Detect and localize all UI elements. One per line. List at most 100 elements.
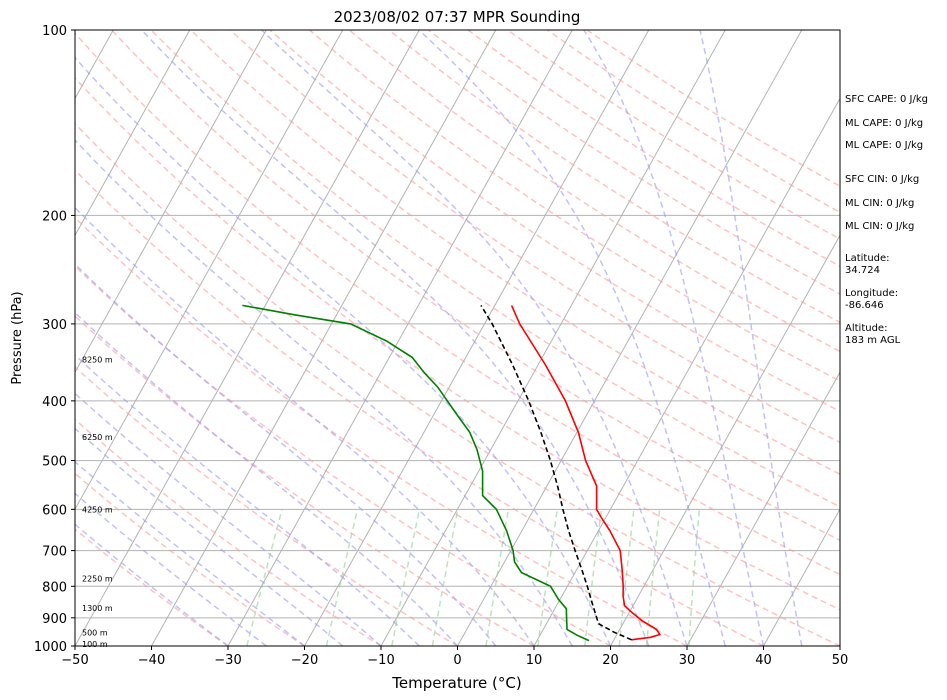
moist-adiabat-line bbox=[418, 30, 727, 646]
ml-cape-text-2: ML CAPE: 0 J/kg bbox=[845, 140, 923, 151]
isotherm-line bbox=[75, 30, 344, 511]
x-axis-label: Temperature (°C) bbox=[391, 674, 521, 692]
x-tick-label: −40 bbox=[138, 653, 165, 668]
dry-adiabat-line bbox=[75, 216, 688, 646]
chart-title: 2023/08/02 07:37 MPR Sounding bbox=[334, 8, 581, 26]
dry-adiabat-line bbox=[75, 528, 229, 646]
dry-adiabat-line bbox=[75, 314, 535, 646]
height-label: 4250 m bbox=[82, 505, 113, 514]
isotherm-line bbox=[75, 30, 420, 646]
mixing-ratio-line bbox=[537, 509, 559, 646]
y-tick-label: 200 bbox=[42, 209, 67, 224]
ml-cape-text: ML CAPE: 0 J/kg bbox=[845, 118, 923, 129]
isotherm-line bbox=[75, 30, 191, 237]
dry-adiabat-line bbox=[269, 30, 840, 413]
longitude-value: -86.646 bbox=[845, 300, 884, 311]
x-axis-ticks: −50 −40 −30 −20 −10 0 10 20 30 40 50 bbox=[61, 646, 848, 668]
isotherm-line bbox=[380, 30, 726, 646]
ml-cin-text-2: ML CIN: 0 J/kg bbox=[845, 221, 914, 232]
isotherm-line bbox=[227, 30, 573, 646]
height-label: 2250 m bbox=[82, 574, 113, 583]
mixing-ratio-line bbox=[485, 509, 510, 646]
height-labels: 100 m 500 m 1300 m 2250 m 4250 m 6250 m 8250 m bbox=[82, 356, 113, 649]
info-panel: SFC CAPE: 0 J/kg ML CAPE: 0 J/kg ML CAPE… bbox=[845, 94, 928, 346]
y-tick-label: 900 bbox=[42, 612, 67, 627]
y-tick-label: 500 bbox=[42, 455, 67, 470]
y-tick-label: 100 bbox=[42, 24, 67, 39]
moist-adiabat-line bbox=[260, 30, 688, 646]
moist-adiabat-line bbox=[75, 56, 612, 646]
mixing-ratio-line bbox=[391, 509, 421, 646]
latitude-value: 34.724 bbox=[845, 265, 880, 276]
moist-adiabat-line bbox=[699, 30, 803, 646]
moist-adiabat-line bbox=[583, 30, 765, 646]
x-tick-label: 10 bbox=[526, 653, 543, 668]
moist-adiabat-line bbox=[75, 492, 267, 646]
y-tick-label: 800 bbox=[42, 580, 67, 595]
dry-adiabat-line bbox=[75, 365, 458, 646]
altitude-value: 183 m AGL bbox=[845, 335, 901, 346]
height-label: 6250 m bbox=[82, 433, 113, 442]
background-lines bbox=[75, 30, 840, 646]
height-label: 1300 m bbox=[82, 604, 113, 613]
dry-adiabat-line bbox=[75, 77, 840, 611]
y-axis-label: Pressure (hPa) bbox=[10, 291, 25, 384]
isotherm-line bbox=[533, 97, 840, 646]
y-tick-label: 700 bbox=[42, 545, 67, 560]
x-tick-label: 0 bbox=[453, 653, 461, 668]
height-label: 500 m bbox=[82, 628, 108, 637]
profile-lines bbox=[242, 304, 662, 642]
y-tick-label: 600 bbox=[42, 503, 67, 518]
moist-adiabat-line bbox=[75, 311, 459, 646]
isotherm-line bbox=[686, 371, 840, 646]
dry-adiabat-line bbox=[75, 122, 840, 646]
latitude-label: Latitude: bbox=[845, 253, 890, 264]
moist-adiabat-line bbox=[75, 460, 305, 646]
y-axis-ticks: 100 200 300 400 500 600 700 800 900 1000 bbox=[34, 24, 75, 655]
moist-adiabat-line bbox=[75, 139, 573, 646]
moist-adiabat-line bbox=[141, 30, 650, 646]
height-label: 100 m bbox=[82, 640, 108, 649]
height-label: 8250 m bbox=[82, 356, 113, 365]
mixing-ratio-line bbox=[246, 509, 283, 646]
x-tick-label: 50 bbox=[832, 653, 849, 668]
moist-adiabat-line bbox=[75, 523, 229, 646]
mixing-ratio-line bbox=[584, 509, 603, 646]
isotherm-line bbox=[151, 30, 497, 646]
dry-adiabat-line bbox=[150, 30, 840, 508]
y-tick-label: 400 bbox=[42, 395, 67, 410]
plot-frame bbox=[74, 29, 841, 647]
mixing-ratio-line bbox=[431, 509, 459, 646]
x-tick-label: 20 bbox=[602, 653, 619, 668]
isotherm-line bbox=[457, 30, 803, 646]
moist-adiabat-line bbox=[75, 263, 497, 646]
moist-adiabat-line bbox=[75, 392, 382, 646]
isotherm-line bbox=[304, 30, 650, 646]
isotherm-line bbox=[75, 30, 267, 374]
y-tick-label: 300 bbox=[42, 318, 67, 333]
sfc-cape-text: SFC CAPE: 0 J/kg bbox=[845, 94, 928, 105]
isotherm-line bbox=[610, 234, 840, 646]
x-tick-label: 30 bbox=[679, 653, 696, 668]
x-tick-label: −30 bbox=[214, 653, 241, 668]
parcel-line bbox=[480, 304, 632, 641]
dry-adiabat-line bbox=[309, 30, 840, 382]
dry-adiabat-line bbox=[75, 169, 764, 646]
longitude-label: Longitude: bbox=[845, 288, 898, 299]
moist-adiabat-line bbox=[75, 206, 535, 646]
isotherm-line bbox=[763, 508, 840, 646]
ml-cin-text: ML CIN: 0 J/kg bbox=[845, 198, 914, 209]
dry-adiabat-line bbox=[190, 30, 840, 476]
dry-adiabat-line bbox=[428, 30, 840, 295]
moist-adiabat-line bbox=[75, 354, 420, 646]
temperature-line bbox=[510, 305, 662, 641]
x-tick-label: −20 bbox=[291, 653, 318, 668]
mixing-ratio-line bbox=[325, 509, 359, 646]
x-tick-label: −50 bbox=[61, 653, 88, 668]
dewpoint-line bbox=[242, 304, 590, 642]
dry-adiabat-line bbox=[75, 265, 611, 646]
dry-adiabat-line bbox=[110, 30, 840, 542]
y-tick-label: 1000 bbox=[34, 640, 67, 655]
x-tick-label: 40 bbox=[755, 653, 772, 668]
x-tick-label: −10 bbox=[367, 653, 394, 668]
